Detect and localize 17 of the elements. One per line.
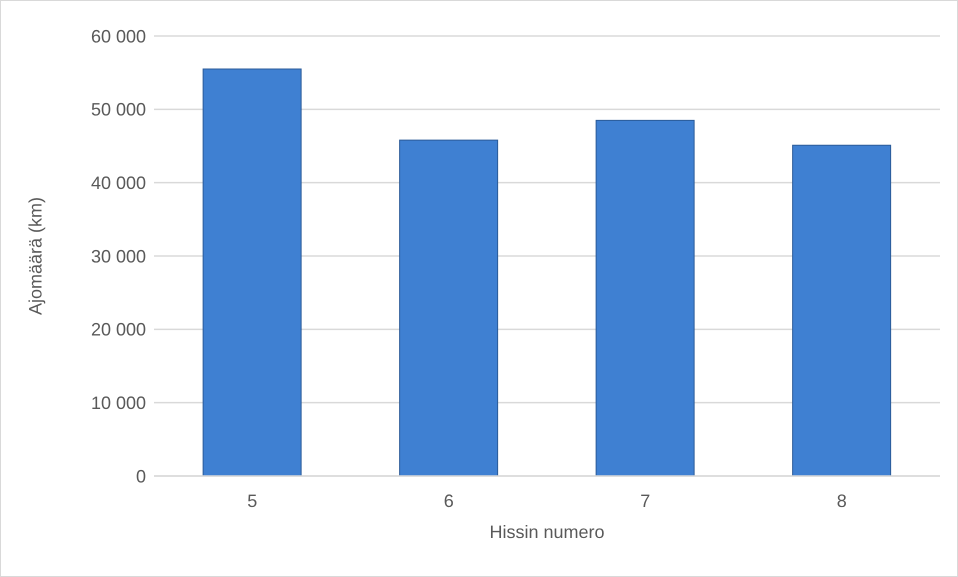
bar [399, 140, 498, 476]
bar [202, 68, 302, 476]
y-tick-label: 50 000 [90, 100, 146, 120]
y-tick-label: 10 000 [90, 393, 146, 414]
y-tick-label: 30 000 [90, 246, 146, 266]
y-axis-title: Ajomäärä (km) [25, 196, 46, 316]
y-tick-label: 40 000 [90, 173, 146, 194]
bar [792, 144, 892, 476]
x-tick-label: 8 [836, 490, 847, 511]
y-tick-label: 60 000 [90, 26, 146, 46]
bar [596, 120, 695, 476]
x-axis-title: Hissin numero [489, 522, 605, 542]
y-tick-label: 20 000 [90, 320, 146, 340]
y-tick-label: 0 [136, 466, 146, 486]
x-tick-label: 6 [444, 490, 454, 511]
x-tick-label: 5 [247, 490, 258, 511]
x-tick-label: 7 [640, 490, 650, 511]
